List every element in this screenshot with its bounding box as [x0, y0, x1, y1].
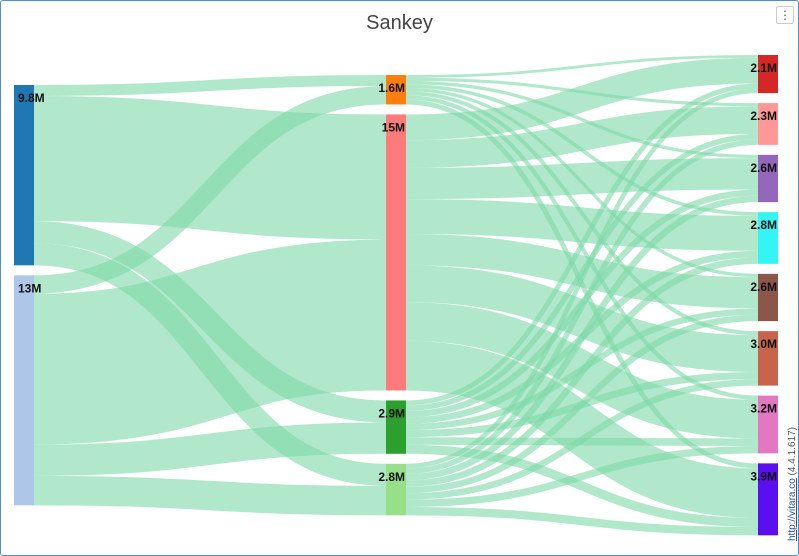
link-L2-M3[interactable]	[33, 422, 387, 476]
links-layer	[33, 55, 759, 536]
node-label-M4: 2.8M	[378, 470, 405, 484]
node-label-M3: 2.9M	[378, 406, 405, 420]
node-label-L1: 9.8M	[18, 91, 45, 105]
node-M2[interactable]	[386, 114, 406, 391]
link-M4-R4[interactable]	[405, 257, 759, 487]
node-label-M1: 1.6M	[378, 81, 405, 95]
node-M3[interactable]	[386, 400, 406, 454]
link-M2-R8[interactable]	[405, 340, 759, 519]
node-R5[interactable]	[758, 273, 778, 322]
node-R8[interactable]	[758, 463, 778, 536]
link-M2-R1[interactable]	[405, 57, 759, 141]
link-M3-R2[interactable]	[405, 133, 759, 411]
node-R6[interactable]	[758, 331, 778, 386]
node-M1[interactable]	[386, 75, 406, 105]
link-M2-R3[interactable]	[405, 158, 759, 200]
link-L2-M1[interactable]	[33, 86, 387, 294]
link-L1-M1[interactable]	[33, 75, 387, 97]
node-label-M2: 15M	[382, 120, 405, 134]
link-M4-R7[interactable]	[405, 446, 759, 508]
node-label-L2: 13M	[18, 281, 41, 295]
link-M4-R5[interactable]	[405, 314, 759, 494]
node-R3[interactable]	[758, 154, 778, 203]
node-label-R2: 2.3M	[750, 109, 777, 123]
link-L2-M2[interactable]	[33, 239, 387, 445]
link-M4-R1[interactable]	[405, 88, 759, 469]
link-M1-R1[interactable]	[405, 55, 759, 78]
node-R7[interactable]	[758, 395, 778, 454]
node-label-R6: 3.0M	[750, 337, 777, 351]
link-M2-R6[interactable]	[405, 265, 759, 372]
vertical-ellipsis-icon[interactable]: ⋮	[776, 6, 794, 24]
link-M2-R4[interactable]	[405, 199, 759, 251]
node-R1[interactable]	[758, 55, 778, 94]
node-R4[interactable]	[758, 212, 778, 264]
node-label-R5: 2.6M	[750, 280, 777, 294]
node-R2[interactable]	[758, 103, 778, 145]
nodes-layer: 9.8M 13M 1.6M 15M 2.9M 2.8M 2.1M 2.3M 2.6M 2.8M 2.…	[14, 55, 778, 536]
credit-link[interactable]: http://vitara.co	[787, 478, 798, 541]
node-label-R1: 2.1M	[750, 61, 777, 75]
chart-title: Sankey	[366, 12, 433, 34]
node-M4[interactable]	[386, 463, 406, 516]
credit: http://vitara.co (4.4.1.617)	[787, 427, 798, 541]
link-M4-R6[interactable]	[405, 379, 759, 500]
link-L2-M4[interactable]	[33, 475, 387, 516]
link-M3-R1[interactable]	[405, 83, 759, 406]
link-M2-R2[interactable]	[405, 106, 759, 168]
node-L1[interactable]	[14, 85, 34, 266]
node-label-R3: 2.6M	[750, 161, 777, 175]
node-label-R7: 3.2M	[750, 402, 777, 416]
node-label-R8: 3.9M	[750, 469, 777, 483]
node-L2[interactable]	[14, 275, 34, 506]
link-M4-R3[interactable]	[405, 195, 759, 481]
link-M4-R8[interactable]	[405, 507, 759, 536]
link-L1-M2[interactable]	[33, 96, 387, 240]
version-label: (4.4.1.617)	[787, 427, 798, 476]
link-M4-R2[interactable]	[405, 139, 759, 474]
node-label-R4: 2.8M	[750, 218, 777, 232]
